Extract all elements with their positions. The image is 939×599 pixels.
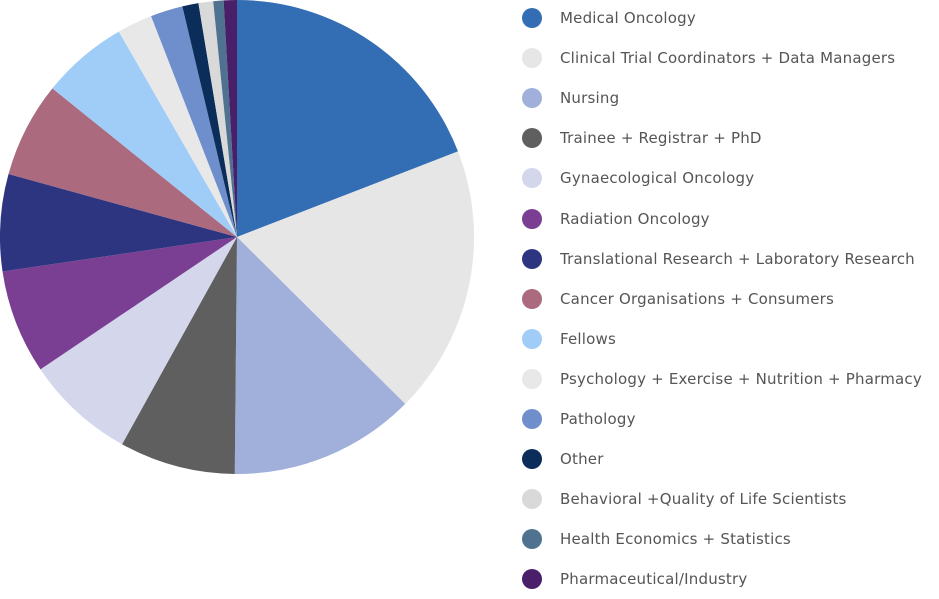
legend-label: Cancer Organisations + Consumers (560, 289, 835, 308)
pie-slice-trainee-registrar-phd (122, 237, 237, 474)
legend-item: Other (522, 439, 922, 479)
pie-slice-pharmaceutical-industry (223, 0, 237, 237)
pie-slice-medical-oncology (237, 0, 459, 237)
legend-label: Nursing (560, 89, 620, 108)
legend-label: Translational Research + Laboratory Rese… (560, 249, 915, 268)
legend-item: Medical Oncology (522, 0, 922, 38)
legend-label: Other (560, 450, 604, 469)
pie-slice-radiation-oncology (2, 237, 238, 370)
pie-slice-behavioral-quality-of-life-scientists (198, 1, 237, 237)
legend-swatch-icon (522, 88, 542, 109)
legend-swatch-icon (522, 489, 542, 510)
legend-item: Nursing (522, 78, 922, 118)
legend-label: Medical Oncology (560, 9, 696, 28)
legend-item: Behavioral +Quality of Life Scientists (522, 479, 922, 519)
pie-slice-psychology-exercise-nutrition-pharmacy (118, 16, 237, 237)
pie-slice-translational-research-laboratory-research (0, 174, 237, 272)
legend-swatch-icon (522, 248, 542, 269)
legend-swatch-icon (522, 529, 542, 550)
legend-swatch-icon (522, 128, 542, 149)
pie-slice-clinical-trial-coordinators-data-managers (237, 151, 474, 404)
legend-item: Cancer Organisations + Consumers (522, 279, 922, 319)
legend-label: Behavioral +Quality of Life Scientists (560, 490, 847, 509)
pie-slice-fellows (52, 31, 238, 238)
legend-item: Radiation Oncology (522, 198, 922, 238)
pie-slice-pathology (151, 6, 237, 237)
legend-swatch-icon (522, 288, 542, 309)
legend-item: Health Economics + Statistics (522, 519, 922, 559)
legend-label: Pharmaceutical/Industry (560, 570, 748, 589)
pie-slice-health-economics-statistics (213, 0, 237, 237)
legend-item: Gynaecological Oncology (522, 158, 922, 198)
legend-swatch-icon (522, 168, 542, 189)
legend-item: Fellows (522, 319, 922, 359)
legend-label: Psychology + Exercise + Nutrition + Phar… (560, 369, 922, 388)
legend-label: Trainee + Registrar + PhD (560, 129, 762, 148)
legend-item: Pathology (522, 399, 922, 439)
legend-swatch-icon (522, 449, 542, 470)
legend-label: Health Economics + Statistics (560, 530, 791, 549)
legend-label: Fellows (560, 329, 617, 348)
pie-slice-other (182, 3, 237, 237)
legend-swatch-icon (522, 328, 542, 349)
legend-item: Translational Research + Laboratory Rese… (522, 239, 922, 279)
legend-item: Clinical Trial Coordinators + Data Manag… (522, 38, 922, 78)
legend-label: Pathology (560, 409, 636, 428)
legend: Medical Oncology Clinical Trial Coordinat… (522, 0, 922, 599)
legend-label: Gynaecological Oncology (560, 169, 755, 188)
legend-item: Trainee + Registrar + PhD (522, 118, 922, 158)
legend-item: Pharmaceutical/Industry (522, 559, 922, 599)
legend-label: Radiation Oncology (560, 209, 710, 228)
pie-slice-cancer-organisations-consumers (8, 88, 238, 237)
legend-swatch-icon (522, 48, 542, 69)
legend-swatch-icon (522, 208, 542, 229)
legend-swatch-icon (522, 408, 542, 429)
legend-swatch-icon (522, 8, 542, 29)
legend-item: Psychology + Exercise + Nutrition + Phar… (522, 359, 922, 399)
pie-slice-gynaecological-oncology (40, 237, 237, 445)
legend-swatch-icon (522, 368, 542, 389)
pie-chart (0, 0, 474, 474)
pie-slice-nursing (234, 237, 406, 474)
legend-label: Clinical Trial Coordinators + Data Manag… (560, 49, 896, 68)
legend-swatch-icon (522, 569, 542, 590)
